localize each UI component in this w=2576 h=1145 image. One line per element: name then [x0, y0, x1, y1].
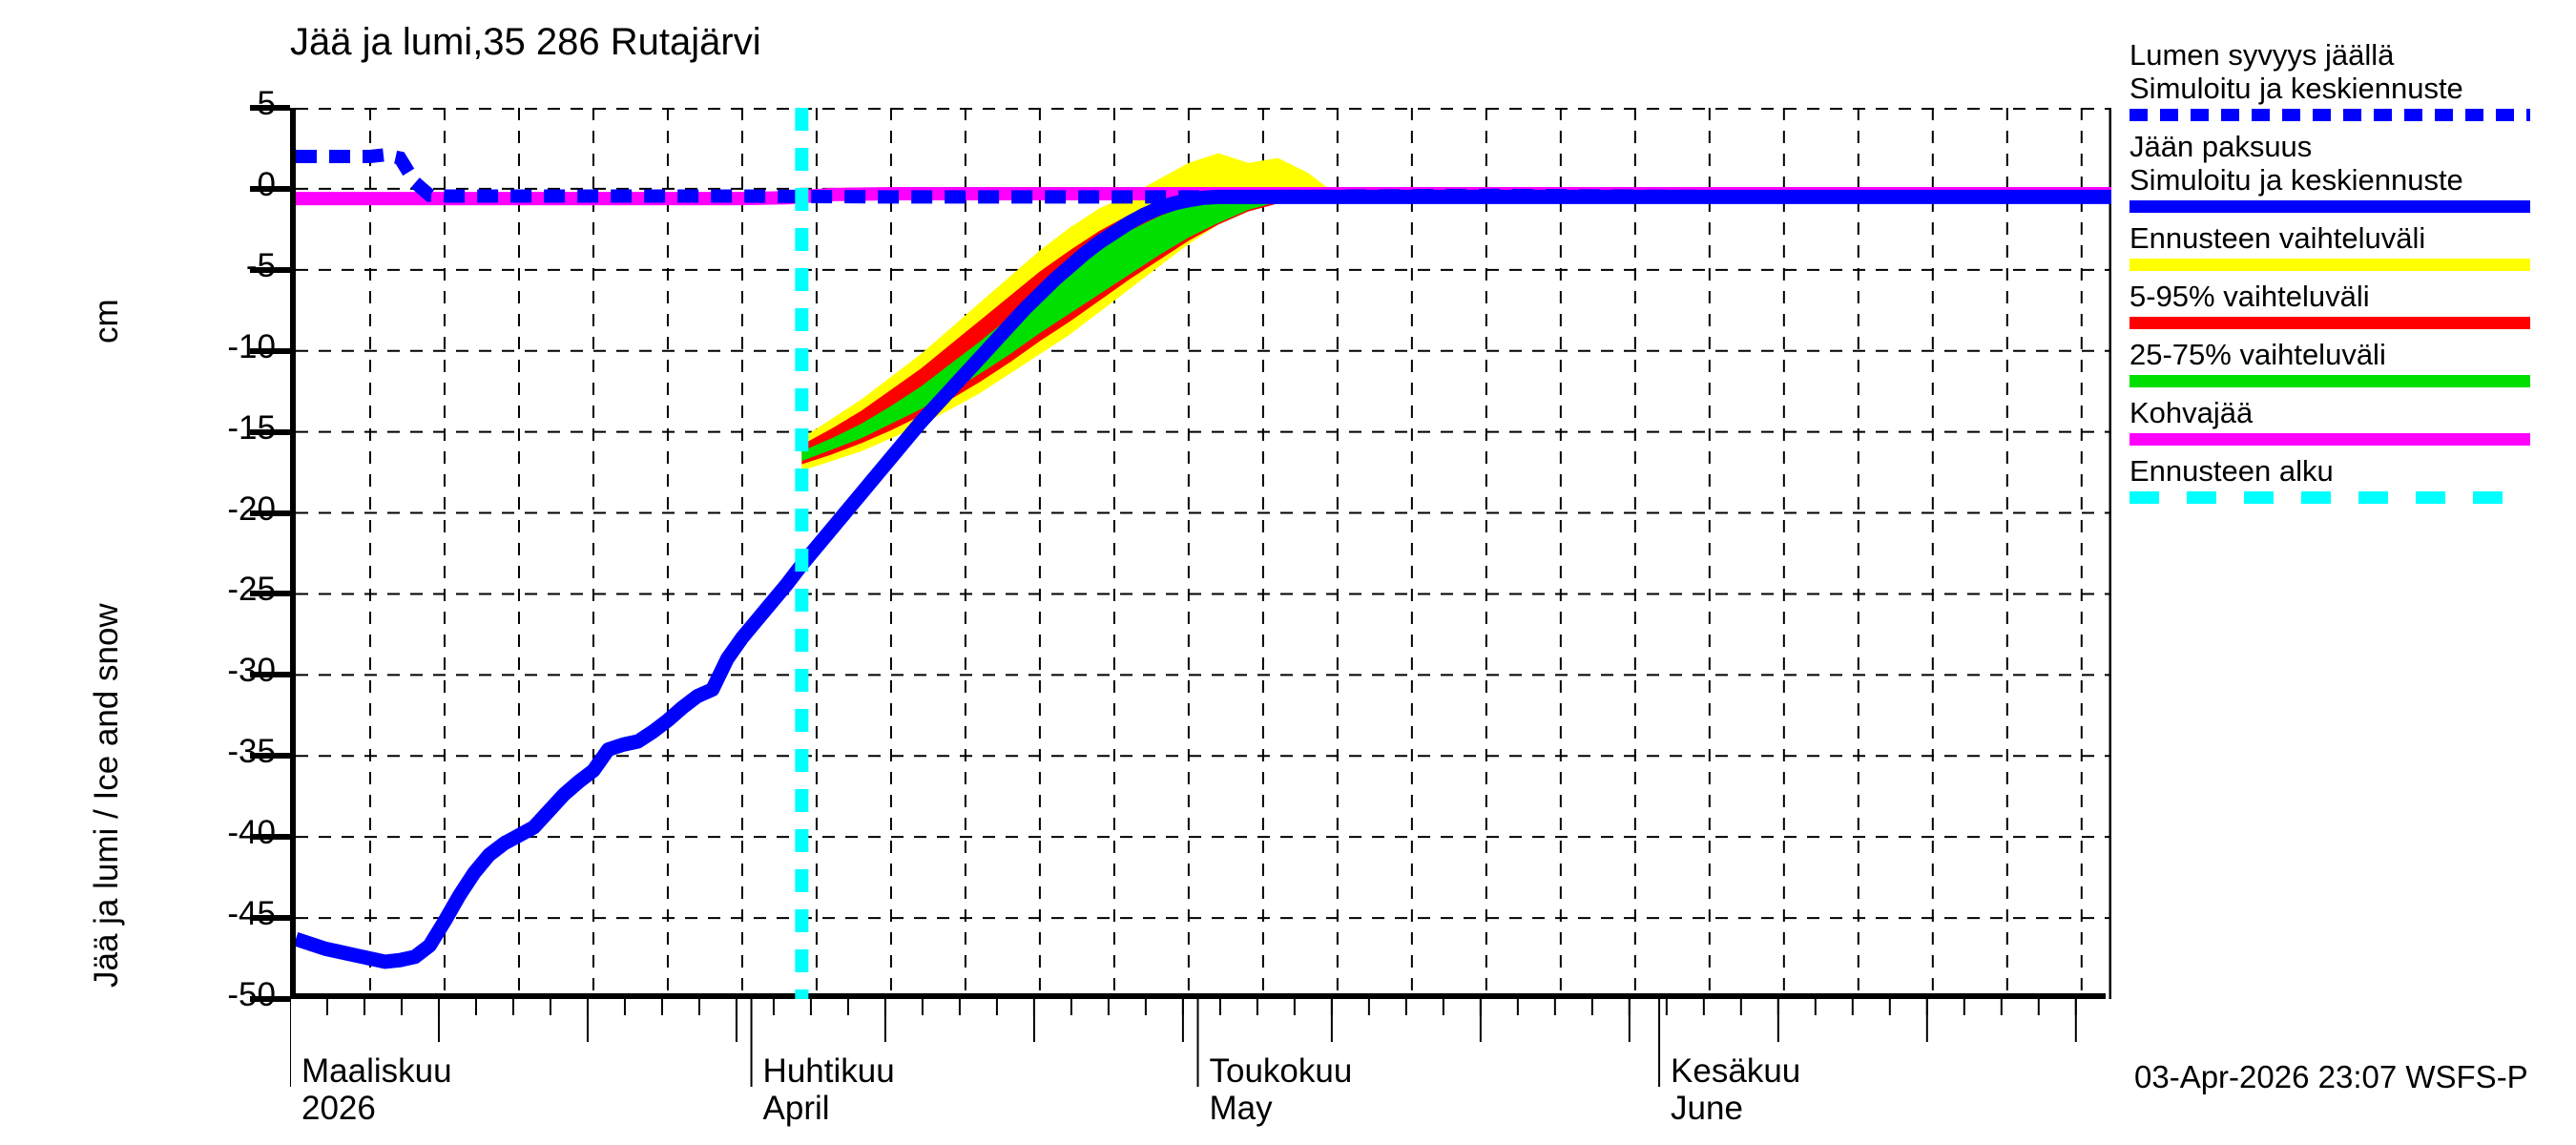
- x-axis-month-en: June: [1671, 1090, 1743, 1128]
- y-axis-unit: cm: [88, 299, 125, 344]
- legend-item-subtitle: Simuloitu ja keskiennuste: [2129, 163, 2463, 198]
- y-axis-tick-mark: [250, 996, 290, 1002]
- legend-item-title: Ennusteen alku: [2129, 454, 2334, 489]
- y-axis-tick-label: -30: [227, 652, 276, 690]
- legend-item-title: 5-95% vaihteluväli: [2129, 280, 2370, 314]
- y-axis-tick-mark: [250, 753, 290, 760]
- y-axis-label: Jää ja lumi / Ice and snow: [88, 603, 125, 988]
- legend-swatch: [2129, 375, 2530, 388]
- legend-item-subtitle: Simuloitu ja keskiennuste: [2129, 72, 2463, 106]
- ice-thickness-line: [296, 189, 2111, 969]
- footer-timestamp: 03-Apr-2026 23:07 WSFS-P: [2134, 1059, 2528, 1094]
- legend-item-title: Lumen syvyys jäällä: [2129, 38, 2395, 72]
- legend-swatch: [2129, 317, 2530, 330]
- y-axis-tick-mark: [250, 266, 290, 273]
- chart-title: Jää ja lumi,35 286 Rutajärvi: [290, 21, 761, 63]
- snow-depth-line: [296, 148, 2111, 204]
- y-axis-tick-mark: [250, 185, 290, 192]
- x-axis-month-fi: Maaliskuu: [301, 1052, 452, 1090]
- legend-item: Kohvajää: [2129, 396, 2568, 447]
- y-axis-tick-label: 5: [257, 85, 276, 122]
- y-axis-tick-mark: [250, 672, 290, 678]
- x-axis-month-en: 2026: [301, 1090, 376, 1128]
- x-axis-month-label: Huhtikuu April: [763, 1052, 895, 1127]
- x-axis-month-fi: Toukokuu: [1209, 1052, 1353, 1090]
- y-axis-tick-mark: [250, 347, 290, 354]
- legend-item-title: Kohvajää: [2129, 396, 2254, 430]
- x-axis-month-en: May: [1209, 1090, 1273, 1128]
- legend-item-title: Ennusteen vaihteluväli: [2129, 221, 2426, 256]
- x-axis-month-label: Maaliskuu 2026: [301, 1052, 452, 1127]
- legend-swatch: [2129, 491, 2530, 505]
- y-axis-tick-label: -5: [245, 246, 276, 284]
- y-axis-tick-label: 0: [257, 165, 276, 203]
- legend-swatch: [2129, 259, 2530, 272]
- x-axis-month-fi: Kesäkuu: [1671, 1052, 1801, 1090]
- legend-item: 25-75% vaihteluväli: [2129, 338, 2568, 388]
- y-axis-tick-label: -25: [227, 571, 276, 609]
- legend-item-title: Jään paksuus: [2129, 130, 2313, 164]
- y-axis-tick-label: -40: [227, 814, 276, 852]
- x-axis-month-label: Toukokuu May: [1210, 1052, 1353, 1127]
- y-axis-tick-label: -45: [227, 895, 276, 933]
- y-axis-tick-mark: [250, 834, 290, 841]
- x-axis-month-fi: Huhtikuu: [762, 1052, 895, 1090]
- legend-item: Ennusteen alku: [2129, 454, 2568, 505]
- y-axis-tick-label: -20: [227, 489, 276, 528]
- legend-item-title: 25-75% vaihteluväli: [2129, 338, 2386, 372]
- y-axis-tick-label: -50: [227, 976, 276, 1013]
- chart-legend: Lumen syvyys jäällä Simuloitu ja keskienn…: [2129, 38, 2568, 512]
- bottom-ticks: [289, 999, 2077, 1087]
- data-layer: [296, 108, 2111, 999]
- y-axis-tick-mark: [250, 105, 290, 111]
- y-axis-tick-label: -10: [227, 327, 276, 365]
- x-axis-month-label: Kesäkuu June: [1671, 1052, 1800, 1127]
- legend-item: Ennusteen vaihteluväli: [2129, 221, 2568, 272]
- y-axis-tick-mark: [250, 428, 290, 435]
- y-axis-tick-mark: [250, 915, 290, 922]
- legend-item: Lumen syvyys jäällä Simuloitu ja keskienn…: [2129, 38, 2568, 122]
- forecast-band: [801, 195, 1338, 462]
- legend-swatch: [2129, 200, 2530, 214]
- y-axis-tick-label: -15: [227, 408, 276, 447]
- legend-item: Jään paksuus Simuloitu ja keskiennuste: [2129, 130, 2568, 214]
- legend-item: 5-95% vaihteluväli: [2129, 280, 2568, 330]
- x-axis-month-en: April: [762, 1090, 830, 1128]
- y-axis-tick-mark: [250, 510, 290, 516]
- legend-swatch: [2129, 433, 2530, 447]
- grid-layer: [296, 108, 2111, 999]
- bottom-tick-strip: [289, 999, 2106, 1114]
- plot-area: [290, 108, 2111, 999]
- y-axis-tick-label: -35: [227, 733, 276, 771]
- legend-swatch: [2129, 109, 2530, 122]
- y-axis-tick-mark: [250, 591, 290, 597]
